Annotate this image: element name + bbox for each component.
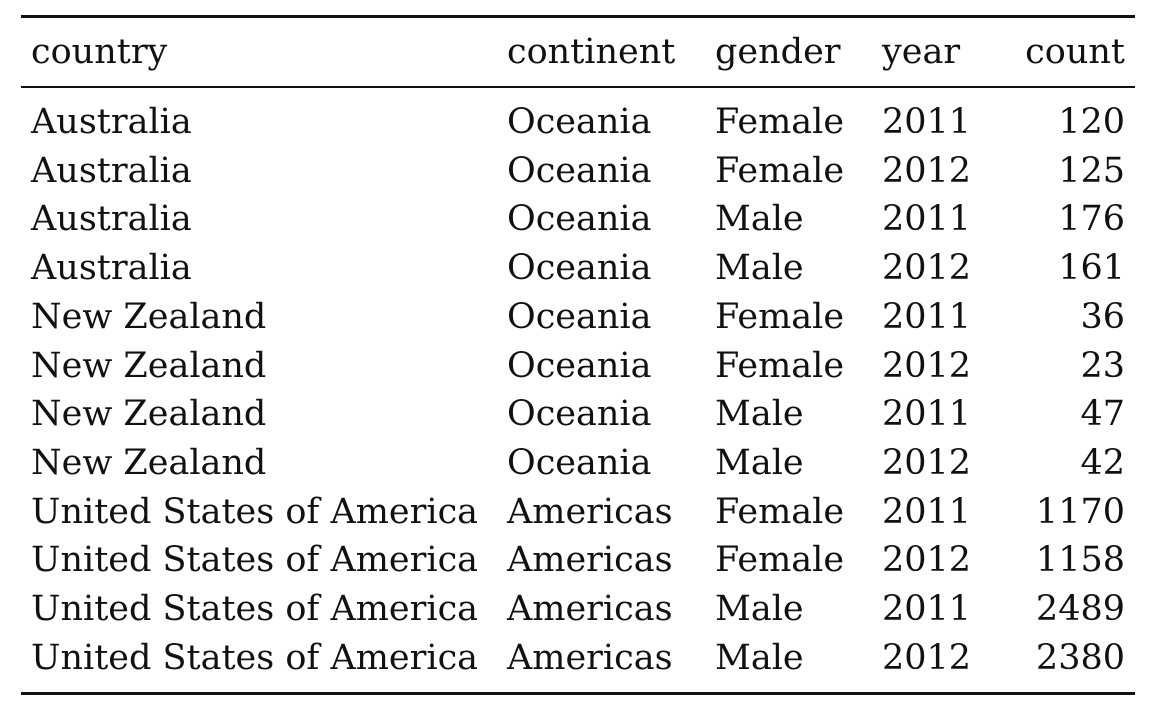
cell-count: 120 (1058, 102, 1125, 142)
cell-country: New Zealand (31, 345, 267, 386)
cell-gender: Male (715, 589, 804, 630)
cell-country: United States of America (31, 491, 479, 532)
cell-continent: Americas (507, 491, 673, 532)
cell-continent: Oceania (507, 150, 652, 191)
cell-year: 2011 (882, 394, 972, 435)
cell-year: 2012 (882, 442, 972, 483)
cell-country: United States of America (31, 540, 479, 581)
table-row: United States of America Americas Male 2012… (21, 634, 1135, 694)
cell-year: 2012 (882, 345, 972, 386)
cell-count: 47 (1080, 394, 1125, 435)
cell-continent: Oceania (507, 199, 652, 240)
cell-count: 2380 (1035, 637, 1125, 678)
cell-count: 176 (1058, 199, 1125, 240)
cell-gender: Female (715, 296, 845, 337)
cell-count: 36 (1080, 296, 1125, 337)
table-row: Australia Oceania Female 2012 125 (21, 147, 1135, 196)
header-row: country continent gender year count (21, 16, 1135, 87)
header-count: count (1025, 32, 1125, 72)
cell-gender: Male (715, 637, 804, 678)
cell-count: 1158 (1035, 540, 1125, 581)
header-gender: gender (715, 32, 841, 72)
cell-country: Australia (31, 248, 192, 289)
cell-country: United States of America (31, 589, 479, 630)
cell-year: 2012 (882, 540, 972, 581)
cell-country: New Zealand (31, 442, 267, 483)
table-row: Australia Oceania Male 2011 176 (21, 195, 1135, 244)
cell-year: 2011 (882, 589, 972, 630)
table-row: New Zealand Oceania Female 2011 36 (21, 293, 1135, 342)
cell-year: 2012 (882, 248, 972, 289)
table-row: United States of America Americas Female 20… (21, 488, 1135, 537)
cell-country: United States of America (31, 637, 479, 678)
cell-gender: Female (715, 345, 845, 386)
cell-country: Australia (31, 199, 192, 240)
cell-gender: Male (715, 394, 804, 435)
cell-year: 2012 (882, 637, 972, 678)
cell-continent: Americas (507, 589, 673, 630)
data-table-container: country continent gender year count Aust… (21, 15, 1135, 695)
cell-gender: Female (715, 102, 845, 142)
cell-count: 1170 (1035, 491, 1125, 532)
header-continent: continent (507, 32, 676, 72)
cell-count: 42 (1080, 442, 1125, 483)
cell-year: 2011 (882, 199, 972, 240)
cell-continent: Oceania (507, 296, 652, 337)
cell-continent: Oceania (507, 442, 652, 483)
table-row: Australia Oceania Female 2011 120 (21, 87, 1135, 147)
cell-continent: Americas (507, 540, 673, 581)
cell-continent: Oceania (507, 394, 652, 435)
cell-continent: Oceania (507, 102, 652, 142)
table-row: United States of America Americas Female 20… (21, 536, 1135, 585)
table-row: Australia Oceania Male 2012 161 (21, 244, 1135, 293)
cell-year: 2012 (882, 150, 972, 191)
cell-gender: Female (715, 491, 845, 532)
data-table: country continent gender year count Aust… (21, 15, 1135, 695)
table-row: New Zealand Oceania Male 2011 47 (21, 390, 1135, 439)
cell-country: New Zealand (31, 296, 267, 337)
cell-count: 2489 (1035, 589, 1125, 630)
header-year: year (882, 32, 961, 72)
cell-gender: Male (715, 442, 804, 483)
cell-count: 23 (1080, 345, 1125, 386)
cell-count: 125 (1058, 150, 1125, 191)
cell-gender: Female (715, 540, 845, 581)
cell-count: 161 (1058, 248, 1125, 289)
header-country: country (31, 32, 168, 72)
cell-gender: Female (715, 150, 845, 191)
cell-country: New Zealand (31, 394, 267, 435)
cell-gender: Male (715, 199, 804, 240)
table-row: New Zealand Oceania Male 2012 42 (21, 439, 1135, 488)
cell-continent: Oceania (507, 248, 652, 289)
table-row: New Zealand Oceania Female 2012 23 (21, 342, 1135, 391)
cell-year: 2011 (882, 491, 972, 532)
table-header: country continent gender year count (21, 16, 1135, 87)
cell-continent: Americas (507, 637, 673, 678)
table-body: Australia Oceania Female 2011 120 Australia Oc… (21, 87, 1135, 694)
cell-gender: Male (715, 248, 804, 289)
cell-country: Australia (31, 150, 192, 191)
cell-year: 2011 (882, 296, 972, 337)
cell-continent: Oceania (507, 345, 652, 386)
cell-country: Australia (31, 102, 192, 142)
table-row: United States of America Americas Male 2011… (21, 585, 1135, 634)
cell-year: 2011 (882, 102, 972, 142)
